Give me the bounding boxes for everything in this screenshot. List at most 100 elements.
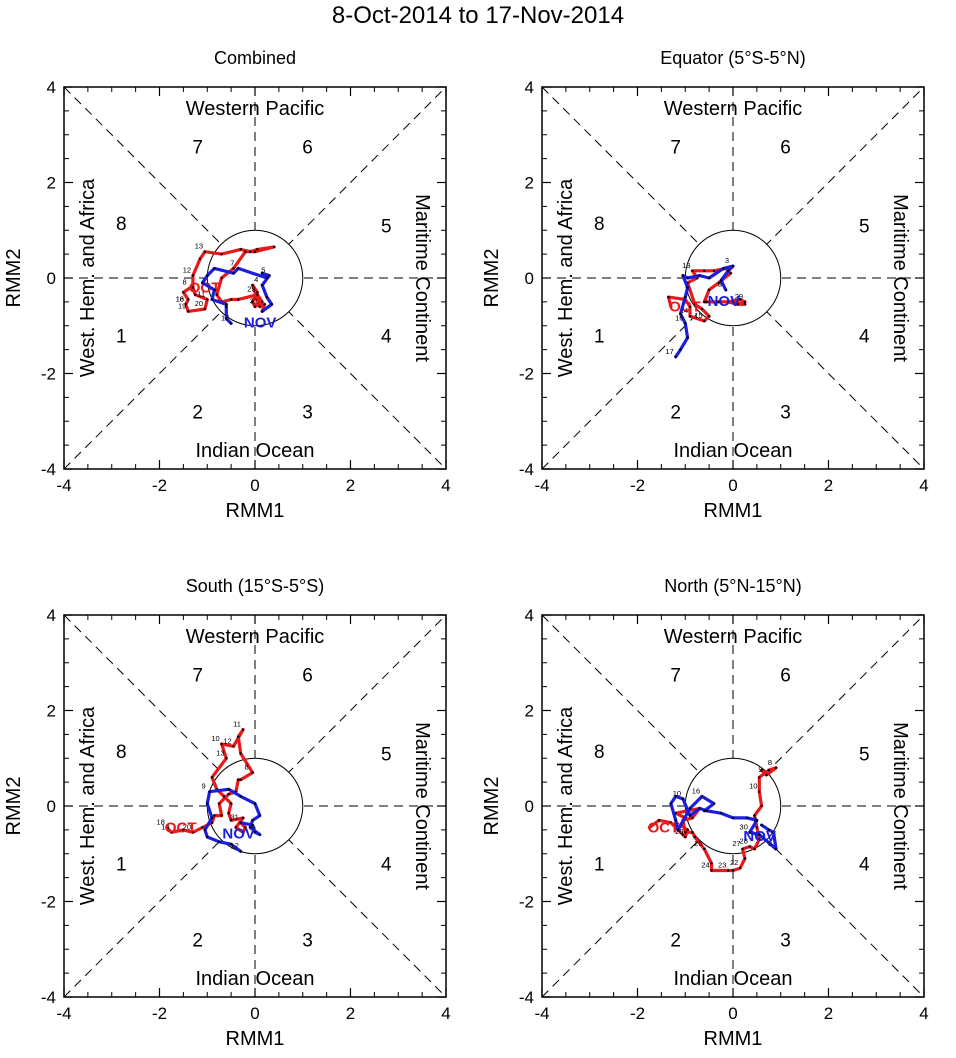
trajectory-point [189, 286, 192, 289]
y-tick-label: 4 [525, 606, 534, 625]
day-label: 3 [768, 839, 772, 848]
x-axis-label: RMM1 [226, 1028, 285, 1050]
trajectory-point [681, 274, 685, 277]
phase-number: 1 [116, 854, 127, 875]
trajectory-point [244, 826, 247, 829]
trajectory-point [755, 826, 759, 829]
region-label-bottom: Indian Ocean [674, 440, 793, 462]
panel-title: Combined [214, 48, 296, 68]
trajectory-point [727, 300, 730, 304]
y-tick-label: 4 [47, 606, 56, 625]
trajectory-point [688, 305, 692, 308]
x-tick-label: 2 [824, 1004, 833, 1023]
phase-number: 5 [381, 216, 392, 237]
trajectory-point [703, 847, 706, 851]
trajectory-point [705, 300, 708, 304]
trajectory-point [253, 305, 257, 308]
trajectory-point [686, 336, 689, 339]
x-tick-label: 0 [728, 476, 737, 495]
trajectory-point [251, 819, 254, 822]
trajectory-point [253, 250, 257, 253]
trajectory-point [227, 811, 230, 815]
trajectory-point [191, 831, 195, 834]
trajectory-point [265, 276, 269, 280]
day-label: 31 [250, 297, 258, 306]
trajectory-point [203, 828, 207, 832]
y-tick-label: -4 [41, 988, 56, 1007]
trajectory-point [738, 298, 742, 301]
trajectory-point [210, 816, 214, 820]
x-tick-label: -4 [534, 476, 549, 495]
trajectory-point [693, 303, 696, 306]
trajectory-point [679, 348, 682, 351]
trajectory-point [688, 814, 692, 817]
y-tick-label: -2 [519, 893, 534, 912]
month-label-nov: NOV [708, 293, 741, 310]
x-tick-label: -4 [56, 476, 71, 495]
trajectory-point [237, 267, 240, 270]
region-label-top: Western Pacific [186, 626, 325, 648]
trajectory-point [688, 807, 692, 810]
x-tick-label: -2 [152, 476, 167, 495]
day-label: 9 [758, 765, 762, 774]
trajectory-point [731, 869, 735, 872]
x-tick-label: -2 [630, 476, 645, 495]
day-label: 15 [694, 311, 702, 320]
trajectory-point [760, 823, 763, 827]
phase-number: 2 [670, 403, 681, 424]
trajectory-point [241, 831, 245, 834]
rmm-panel-equator: Equator (5°S-5°N) -4 -2 0 2 4 -4 -2 0 2 4 RMM1 RMM2 W… [481, 48, 929, 522]
trajectory-point [758, 790, 761, 793]
day-label: 13 [216, 748, 224, 757]
trajectory-point [669, 305, 673, 308]
region-label-top: Western Pacific [664, 98, 803, 120]
trajectory-point [767, 828, 771, 832]
x-axis-label: RMM1 [704, 1028, 763, 1050]
trajectory-point [731, 264, 735, 268]
trajectory-point [691, 831, 694, 834]
trajectory-point [234, 826, 238, 829]
day-label: 13 [195, 242, 203, 251]
trajectory-point [707, 276, 711, 280]
day-label: 4 [254, 275, 258, 284]
trajectory-point [227, 788, 230, 791]
trajectory-point [170, 831, 173, 834]
trajectory-point [707, 315, 711, 318]
trajectory-point [703, 300, 706, 304]
trajectory-point [263, 303, 266, 306]
panel-title: Equator (5°S-5°N) [660, 48, 805, 68]
trajectory-point [229, 802, 233, 805]
trajectory-point [232, 745, 235, 748]
trajectory-point [774, 766, 778, 769]
day-label: 1 [754, 815, 758, 824]
region-label-bottom: Indian Ocean [196, 440, 315, 462]
trajectory-point [741, 847, 744, 851]
trajectory-point [767, 768, 771, 772]
trajectory-point [217, 840, 221, 844]
phase-number: 7 [670, 138, 681, 159]
trajectory-point [265, 295, 269, 299]
phase-number: 6 [780, 666, 791, 687]
phase-number: 8 [116, 742, 127, 763]
phase-number: 3 [302, 403, 313, 424]
x-tick-label: 4 [441, 1004, 450, 1023]
trajectory-point [225, 305, 228, 308]
trajectory-point [225, 317, 228, 320]
page-title: 8-Oct-2014 to 17-Nov-2014 [331, 2, 625, 29]
day-label: 7 [230, 258, 234, 267]
trajectory-point [691, 816, 694, 820]
trajectory-point [210, 821, 214, 824]
rmm-panel-north: North (5°N-15°N)-4 -2 0 2 4-4-2024RMM1RMM2We… [481, 576, 929, 1050]
day-label: 16 [675, 313, 683, 322]
phase-number: 2 [670, 931, 681, 952]
trajectory-point [201, 281, 204, 284]
y-tick-label: 4 [47, 78, 56, 97]
region-label-left: West. Hem. and Africa [555, 178, 577, 377]
trajectory-point [239, 248, 242, 251]
trajectory-point [229, 322, 233, 325]
trajectory-point [717, 300, 720, 304]
trajectory-point [220, 276, 223, 280]
phase-number: 1 [594, 854, 605, 875]
x-tick-label: -2 [152, 1004, 167, 1023]
day-label: 30 [740, 822, 748, 831]
